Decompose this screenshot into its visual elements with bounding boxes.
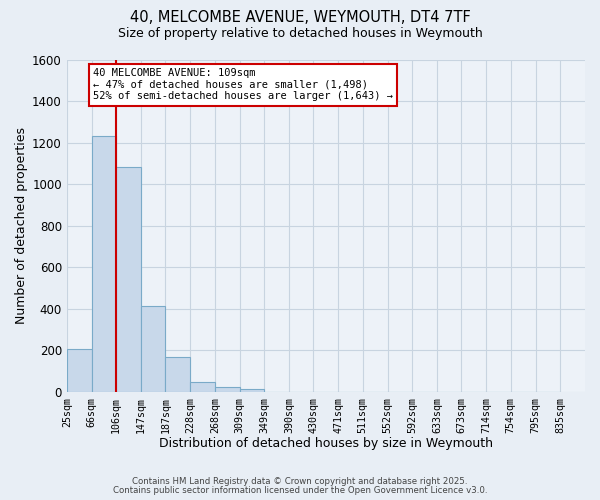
X-axis label: Distribution of detached houses by size in Weymouth: Distribution of detached houses by size …: [159, 437, 493, 450]
Bar: [67, 350, 92, 392]
Bar: [215, 387, 240, 392]
Text: 40, MELCOMBE AVENUE, WEYMOUTH, DT4 7TF: 40, MELCOMBE AVENUE, WEYMOUTH, DT4 7TF: [130, 10, 470, 25]
Text: Size of property relative to detached houses in Weymouth: Size of property relative to detached ho…: [118, 28, 482, 40]
Bar: [92, 136, 116, 392]
Bar: [141, 306, 166, 392]
Text: Contains public sector information licensed under the Open Government Licence v3: Contains public sector information licen…: [113, 486, 487, 495]
Bar: [240, 389, 264, 392]
Bar: [116, 167, 141, 392]
Y-axis label: Number of detached properties: Number of detached properties: [15, 128, 28, 324]
Bar: [190, 382, 215, 392]
Text: 40 MELCOMBE AVENUE: 109sqm
← 47% of detached houses are smaller (1,498)
52% of s: 40 MELCOMBE AVENUE: 109sqm ← 47% of deta…: [93, 68, 393, 102]
Bar: [166, 356, 190, 392]
Text: Contains HM Land Registry data © Crown copyright and database right 2025.: Contains HM Land Registry data © Crown c…: [132, 477, 468, 486]
